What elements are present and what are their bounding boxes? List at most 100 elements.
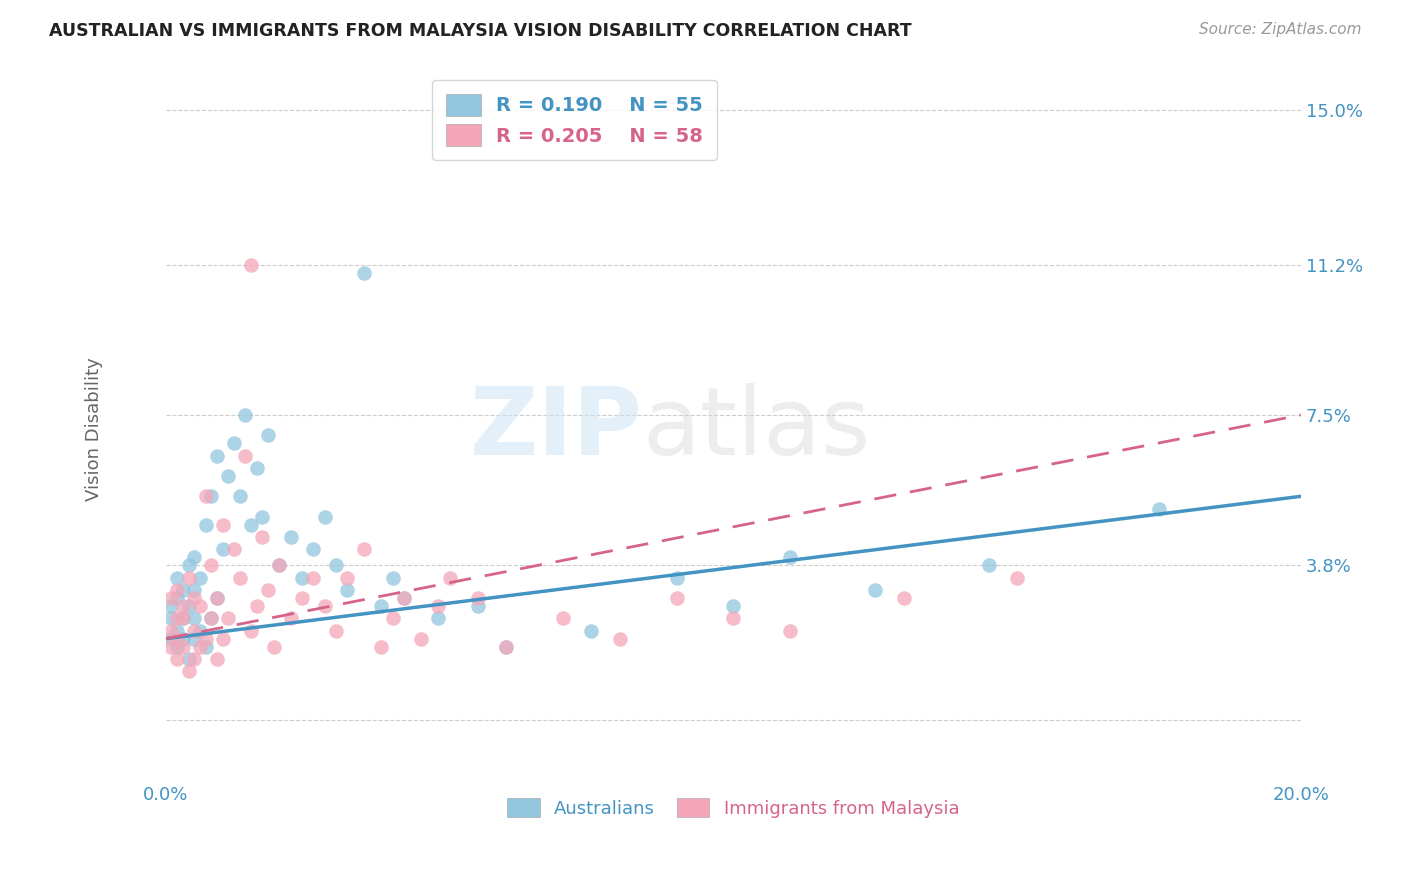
Point <box>166 611 188 625</box>
Point <box>581 624 603 638</box>
Point <box>183 624 205 638</box>
Point <box>188 571 211 585</box>
Point <box>160 624 183 638</box>
Point <box>291 591 314 605</box>
Point <box>177 558 200 573</box>
Point <box>211 542 233 557</box>
Text: Source: ZipAtlas.com: Source: ZipAtlas.com <box>1198 22 1361 37</box>
Point <box>160 632 183 646</box>
Text: atlas: atlas <box>643 384 870 475</box>
Point <box>183 632 205 646</box>
Point <box>188 640 211 654</box>
Point <box>1005 571 1028 585</box>
Point <box>325 558 347 573</box>
Point <box>325 624 347 638</box>
Point <box>336 582 359 597</box>
Point <box>370 640 392 654</box>
Point <box>172 599 194 614</box>
Point <box>211 517 233 532</box>
Point <box>172 611 194 625</box>
Y-axis label: Vision Disability: Vision Disability <box>86 358 103 501</box>
Point <box>551 611 574 625</box>
Point <box>252 509 274 524</box>
Point <box>233 408 256 422</box>
Point <box>205 449 228 463</box>
Point <box>160 591 183 605</box>
Point <box>183 652 205 666</box>
Point <box>257 428 280 442</box>
Point <box>370 599 392 614</box>
Point <box>183 591 205 605</box>
Point <box>160 640 183 654</box>
Point <box>246 599 269 614</box>
Point <box>467 599 489 614</box>
Point <box>200 611 222 625</box>
Point <box>194 640 217 654</box>
Point <box>723 611 745 625</box>
Point <box>166 640 188 654</box>
Point <box>314 599 336 614</box>
Point <box>233 449 256 463</box>
Point <box>863 582 886 597</box>
Point <box>392 591 415 605</box>
Point <box>217 469 239 483</box>
Point <box>160 599 183 614</box>
Point <box>257 582 280 597</box>
Point <box>177 664 200 678</box>
Point <box>228 489 250 503</box>
Point <box>166 624 188 638</box>
Point <box>665 591 688 605</box>
Point <box>779 550 801 565</box>
Point <box>172 640 194 654</box>
Point <box>205 591 228 605</box>
Point <box>194 517 217 532</box>
Point <box>353 266 375 280</box>
Point <box>183 582 205 597</box>
Point <box>177 652 200 666</box>
Point <box>177 599 200 614</box>
Point <box>977 558 1000 573</box>
Point <box>205 652 228 666</box>
Point <box>495 640 517 654</box>
Point <box>392 591 415 605</box>
Point <box>188 624 211 638</box>
Point <box>269 558 291 573</box>
Point <box>172 582 194 597</box>
Point <box>166 571 188 585</box>
Point <box>723 599 745 614</box>
Point <box>211 632 233 646</box>
Point <box>381 571 404 585</box>
Point <box>200 611 222 625</box>
Point <box>183 611 205 625</box>
Point <box>353 542 375 557</box>
Text: ZIP: ZIP <box>470 384 643 475</box>
Point <box>172 611 194 625</box>
Point <box>160 611 183 625</box>
Point <box>239 258 262 272</box>
Point <box>222 436 245 450</box>
Point <box>222 542 245 557</box>
Point <box>779 624 801 638</box>
Point <box>177 571 200 585</box>
Point <box>495 640 517 654</box>
Point <box>427 599 450 614</box>
Point <box>217 611 239 625</box>
Point <box>172 632 194 646</box>
Text: AUSTRALIAN VS IMMIGRANTS FROM MALAYSIA VISION DISABILITY CORRELATION CHART: AUSTRALIAN VS IMMIGRANTS FROM MALAYSIA V… <box>49 22 912 40</box>
Point <box>200 489 222 503</box>
Point <box>336 571 359 585</box>
Point <box>302 542 325 557</box>
Point <box>467 591 489 605</box>
Point <box>183 550 205 565</box>
Point <box>269 558 291 573</box>
Point <box>427 611 450 625</box>
Point <box>228 571 250 585</box>
Point <box>1147 501 1170 516</box>
Point <box>166 652 188 666</box>
Point <box>194 489 217 503</box>
Point <box>280 530 302 544</box>
Point <box>665 571 688 585</box>
Point <box>166 582 188 597</box>
Point <box>381 611 404 625</box>
Point <box>252 530 274 544</box>
